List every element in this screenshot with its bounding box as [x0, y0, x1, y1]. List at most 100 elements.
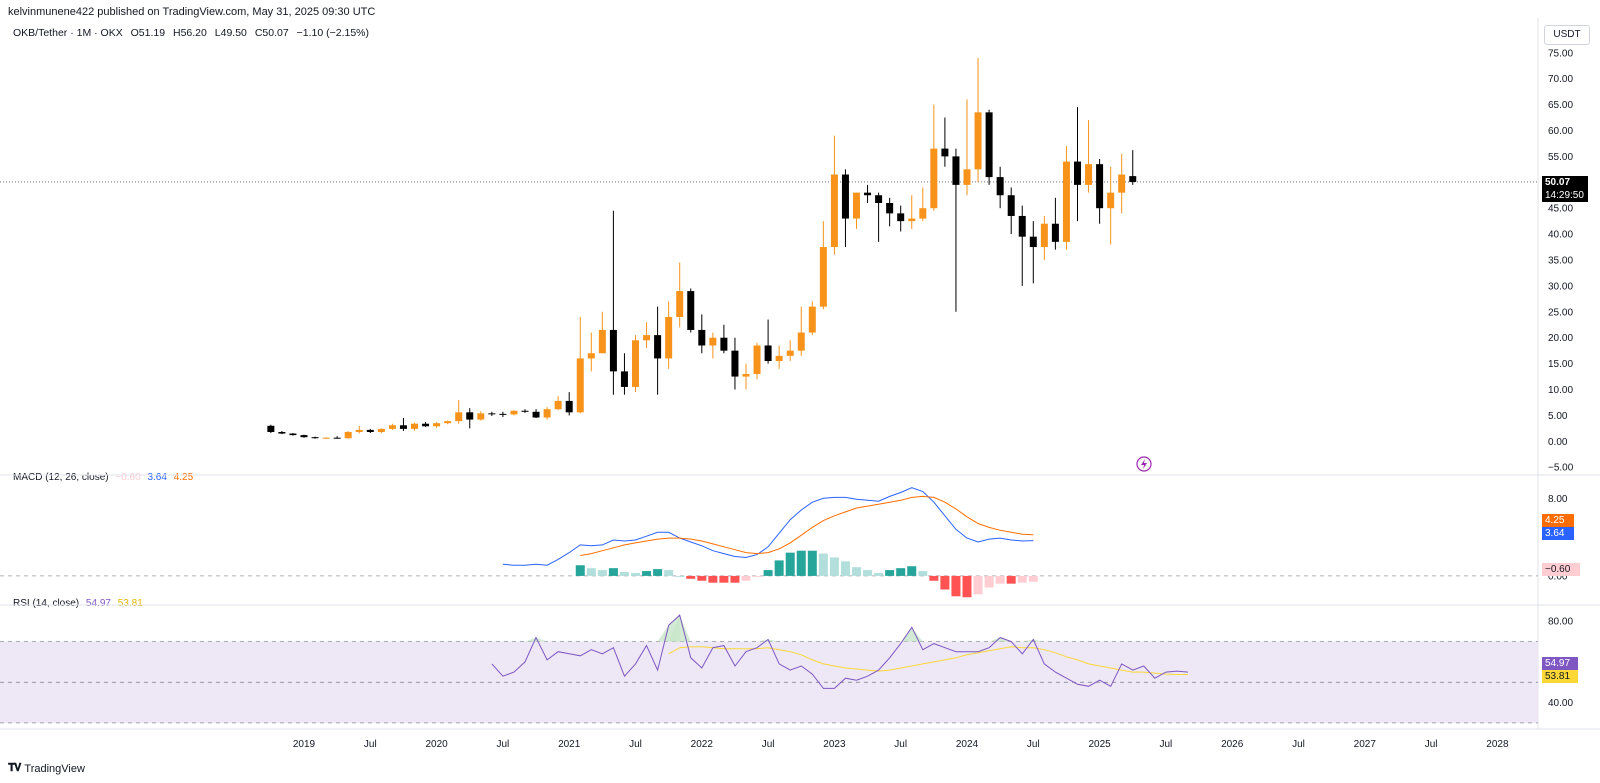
candle-body — [1062, 161, 1070, 242]
candle-body — [388, 425, 396, 429]
candle-body — [764, 345, 772, 362]
time-tick-label: 2025 — [1088, 739, 1111, 750]
macd-legend: MACD (12, 26, close) −0.60 3.64 4.25 — [13, 472, 193, 483]
change-value: −1.10 (−2.15%) — [296, 27, 369, 39]
candle-body — [709, 337, 717, 346]
candle-body — [1051, 223, 1059, 242]
macd-histogram-bar — [1028, 575, 1038, 582]
candle-body — [908, 218, 916, 222]
candle-body — [510, 410, 518, 415]
macd-histogram-bar — [840, 561, 850, 576]
time-tick-label: Jul — [1027, 739, 1040, 750]
candle-body — [830, 174, 838, 248]
candle-body — [1096, 164, 1104, 209]
candle-body — [333, 437, 341, 439]
macd-hist-tag: −0.60 — [1542, 563, 1580, 576]
price-tick-label: 35.00 — [1548, 256, 1573, 267]
macd-signal-tag: 4.25 — [1542, 514, 1574, 527]
candle-body — [609, 329, 617, 372]
currency-button[interactable]: USDT — [1544, 25, 1590, 45]
price-tick-label: 55.00 — [1548, 152, 1573, 163]
last-price-value: 50.07 — [1545, 177, 1571, 188]
rsi-tick-label: 40.00 — [1548, 698, 1573, 709]
time-tick-label: 2026 — [1221, 739, 1244, 750]
macd-histogram-bar — [675, 575, 685, 577]
footer-brand[interactable]: 𝐓𝐕 TradingView — [8, 762, 85, 775]
macd-histogram-bar — [719, 575, 729, 583]
candle-body — [643, 335, 651, 341]
macd-histogram-bar — [852, 567, 861, 576]
macd-histogram-bar — [708, 575, 718, 583]
published-caption: kelvinmunene422 published on TradingView… — [8, 6, 376, 18]
candle-body — [499, 413, 507, 415]
rsi-ma-value: 53.81 — [117, 598, 143, 609]
macd-histogram-bar — [874, 573, 884, 576]
lightning-icon-bolt — [1141, 459, 1147, 469]
symbol-label[interactable]: OKB/Tether · 1M · OKX — [13, 27, 123, 39]
macd-value: 3.64 — [147, 472, 167, 483]
candle-body — [598, 329, 606, 354]
macd-histogram-bar — [597, 570, 607, 576]
candle-body — [1118, 174, 1126, 193]
macd-histogram-bar — [940, 575, 950, 590]
time-tick-label: 2028 — [1486, 739, 1509, 750]
candle-body — [897, 213, 905, 222]
low-value: L49.50 — [214, 27, 247, 39]
candle-body — [289, 433, 297, 436]
macd-histogram-bar — [741, 575, 751, 581]
time-tick-label: Jul — [1160, 739, 1173, 750]
time-tick-label: Jul — [762, 739, 775, 750]
macd-histogram-bar — [697, 575, 707, 581]
time-tick-label: Jul — [364, 739, 377, 750]
brand-label: TradingView — [24, 762, 85, 775]
macd-histogram-bar — [951, 575, 961, 597]
rsi-tag: 54.97 — [1542, 657, 1578, 670]
macd-histogram-bar — [807, 550, 817, 576]
candle-body — [565, 400, 573, 413]
candle-body — [742, 373, 750, 377]
rsi-title[interactable]: RSI (14, close) — [13, 598, 80, 609]
price-tick-label: 10.00 — [1548, 385, 1573, 396]
high-value: H56.20 — [173, 27, 207, 39]
macd-histogram-bar — [686, 575, 696, 579]
candle-body — [665, 316, 673, 359]
symbol-legend: OKB/Tether · 1M · OKX O51.19 H56.20 L49.… — [13, 27, 374, 39]
candle-body — [1029, 236, 1037, 248]
candle-body — [278, 432, 286, 434]
candle-body — [841, 174, 849, 219]
price-tick-label: 5.00 — [1548, 411, 1568, 422]
candle-body — [753, 345, 761, 374]
candle-body — [477, 413, 485, 420]
candle-body — [1129, 176, 1137, 182]
price-tick-label: 60.00 — [1548, 126, 1573, 137]
macd-signal-line — [580, 495, 1034, 556]
time-tick-label: 2021 — [558, 739, 581, 750]
macd-line-tag: 3.64 — [1542, 527, 1574, 540]
rsi-legend: RSI (14, close) 54.97 53.81 — [13, 598, 143, 609]
time-tick-label: 2020 — [425, 739, 448, 750]
candle-body — [632, 340, 639, 387]
candle-body — [488, 413, 496, 415]
macd-hist-value: −0.60 — [115, 472, 141, 483]
price-tick-label: 40.00 — [1548, 230, 1573, 241]
macd-histogram-bar — [586, 568, 596, 576]
candle-body — [731, 350, 739, 377]
time-tick-label: 2023 — [823, 739, 846, 750]
tradingview-logo-icon: 𝐓𝐕 — [8, 762, 21, 774]
candle-body — [532, 411, 540, 418]
candle-body — [698, 329, 706, 346]
macd-histogram-bar — [818, 553, 828, 576]
candle-body — [676, 291, 684, 317]
price-tick-label: 45.00 — [1548, 204, 1573, 215]
candle-body — [455, 412, 463, 422]
time-tick-label: 2022 — [691, 739, 714, 750]
candle-body — [422, 423, 430, 427]
candle-body — [543, 409, 551, 418]
candle-body — [576, 358, 584, 413]
candle-body — [930, 148, 938, 209]
macd-histogram-bar — [730, 575, 740, 583]
macd-title[interactable]: MACD (12, 26, close) — [13, 472, 109, 483]
close-value: C50.07 — [254, 27, 289, 39]
macd-histogram-bar — [918, 571, 928, 576]
